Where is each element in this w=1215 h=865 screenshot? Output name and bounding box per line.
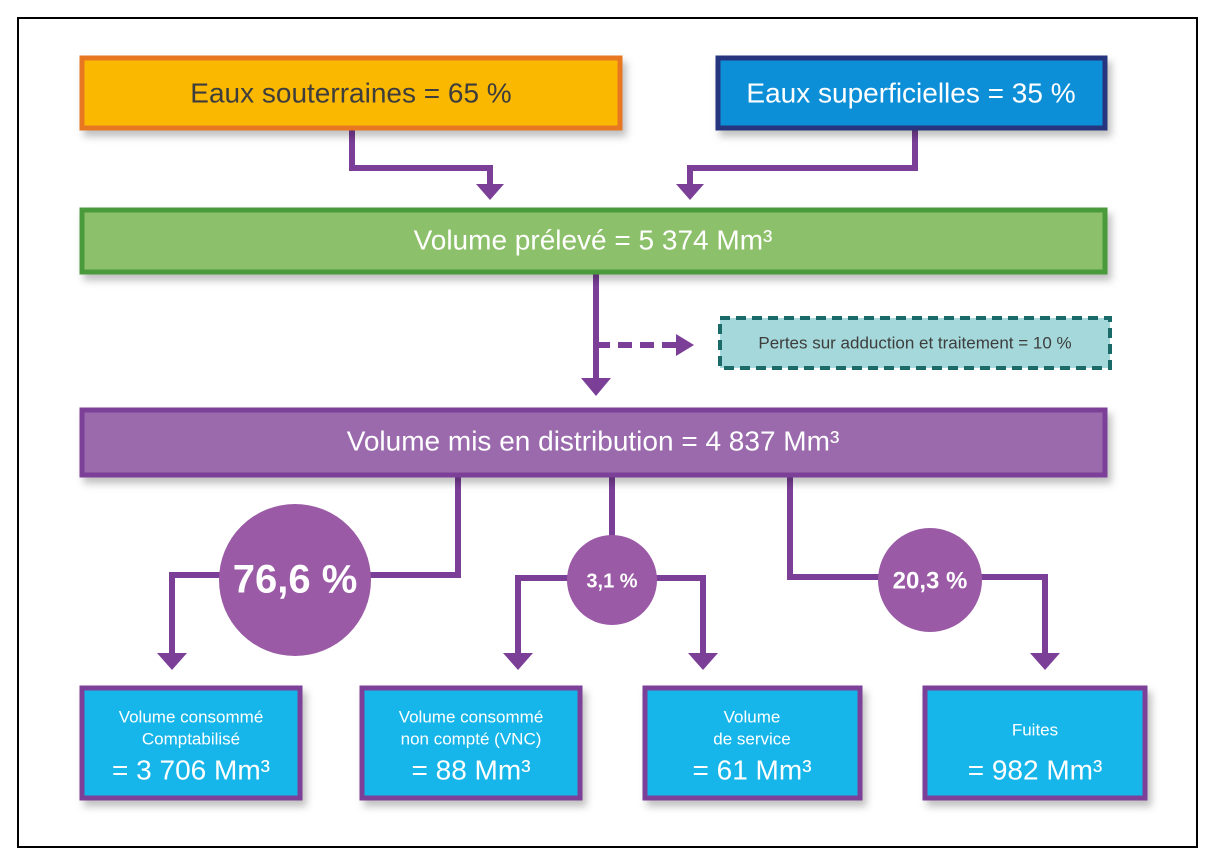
output-value: = 88 Mm³: [411, 754, 530, 785]
distributed-label: Volume mis en distribution = 4 837 Mm³: [347, 425, 840, 456]
share-circle: [219, 504, 371, 656]
output-line: de service: [713, 729, 790, 748]
output-box: [642, 685, 863, 801]
output-line: Fuites: [1012, 720, 1058, 739]
share-label: 20,3 %: [893, 567, 968, 594]
output-line: Volume: [724, 707, 781, 726]
share-circle: [878, 528, 982, 632]
output-line: Volume consommé: [399, 707, 544, 726]
source-box: [715, 55, 1108, 131]
output-box: [922, 685, 1148, 801]
output-line: Volume consommé: [119, 707, 264, 726]
output-box: [79, 685, 303, 801]
output-line: non compté (VNC): [401, 729, 542, 748]
losses-box: [718, 316, 1112, 370]
output-line: Comptabilisé: [142, 729, 240, 748]
output-box: [359, 685, 583, 801]
output-value: = 61 Mm³: [692, 754, 811, 785]
source-box: [79, 55, 623, 131]
distributed-box: [79, 407, 1108, 478]
source-label: Eaux superficielles = 35 %: [746, 77, 1075, 108]
withdrawn-label: Volume prélevé = 5 374 Mm³: [414, 224, 773, 255]
share-circle: [567, 535, 657, 625]
share-label: 3,1 %: [586, 570, 637, 592]
withdrawn-box: [79, 207, 1108, 275]
outputs: Volume consommé Comptabilisé = 3 706 Mm³…: [79, 685, 1148, 801]
source-label: Eaux souterraines = 65 %: [190, 77, 511, 108]
share-label: 76,6 %: [233, 558, 358, 602]
losses-label: Pertes sur adduction et traitement = 10 …: [758, 333, 1071, 352]
output-value: = 982 Mm³: [968, 754, 1103, 785]
output-value: = 3 706 Mm³: [112, 754, 270, 785]
